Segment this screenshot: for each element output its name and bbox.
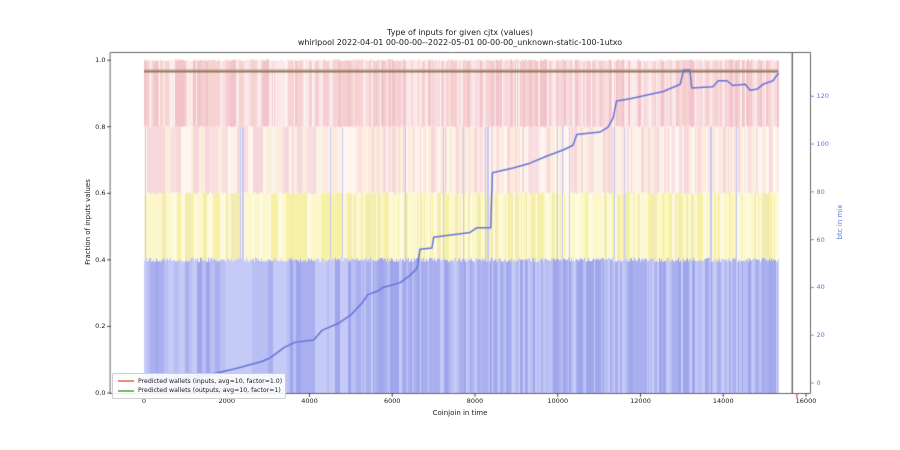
tick-label: 40 [816, 283, 825, 292]
x-axis-label: Coinjoin in time [432, 409, 488, 417]
tick-label: 0 [141, 397, 147, 405]
tick-label: 6000 [383, 397, 401, 405]
tick-label: 0.8 [95, 122, 106, 131]
chart-subtitle: whirlpool 2022-04-01 00-00-00--2022-05-0… [297, 38, 623, 47]
tick-label: 4000 [301, 397, 318, 405]
tick-label: 12000 [630, 397, 651, 405]
tick-label: 2000 [218, 397, 236, 405]
tick-label: 20 [816, 331, 825, 340]
tick-label: 0.0 [95, 389, 106, 397]
legend-label-outputs: Predicted wallets (outputs, avg=10, fact… [138, 387, 281, 395]
tick-label: 120 [816, 92, 829, 101]
chart-title: Type of inputs for given cjtx (values) [387, 28, 533, 37]
tick-label: 0.4 [95, 255, 106, 264]
tick-label: 100 [816, 140, 829, 149]
tick-label: 14000 [712, 397, 734, 405]
tick-label: 80 [816, 187, 825, 196]
legend-label-inputs: Predicted wallets (inputs, avg=10, facto… [138, 377, 283, 385]
tick-label: 10000 [547, 397, 569, 405]
tick-label: 8000 [466, 397, 484, 405]
tick-label: 60 [816, 235, 825, 244]
legend: Predicted wallets (inputs, avg=10, facto… [112, 373, 286, 399]
legend-swatch-outputs [118, 390, 134, 392]
tick-label: 16000 [795, 397, 817, 405]
tick-label: 1.0 [95, 56, 106, 65]
legend-item-inputs: Predicted wallets (inputs, avg=10, facto… [113, 378, 285, 385]
tick-label: 0.6 [95, 189, 106, 198]
tick-label: 0.2 [95, 322, 106, 331]
tick-label: 0 [816, 379, 821, 387]
legend-swatch-inputs [118, 380, 134, 382]
legend-item-outputs: Predicted wallets (outputs, avg=10, fact… [113, 387, 285, 394]
y-axis-label-right: btc in mix [836, 204, 844, 240]
